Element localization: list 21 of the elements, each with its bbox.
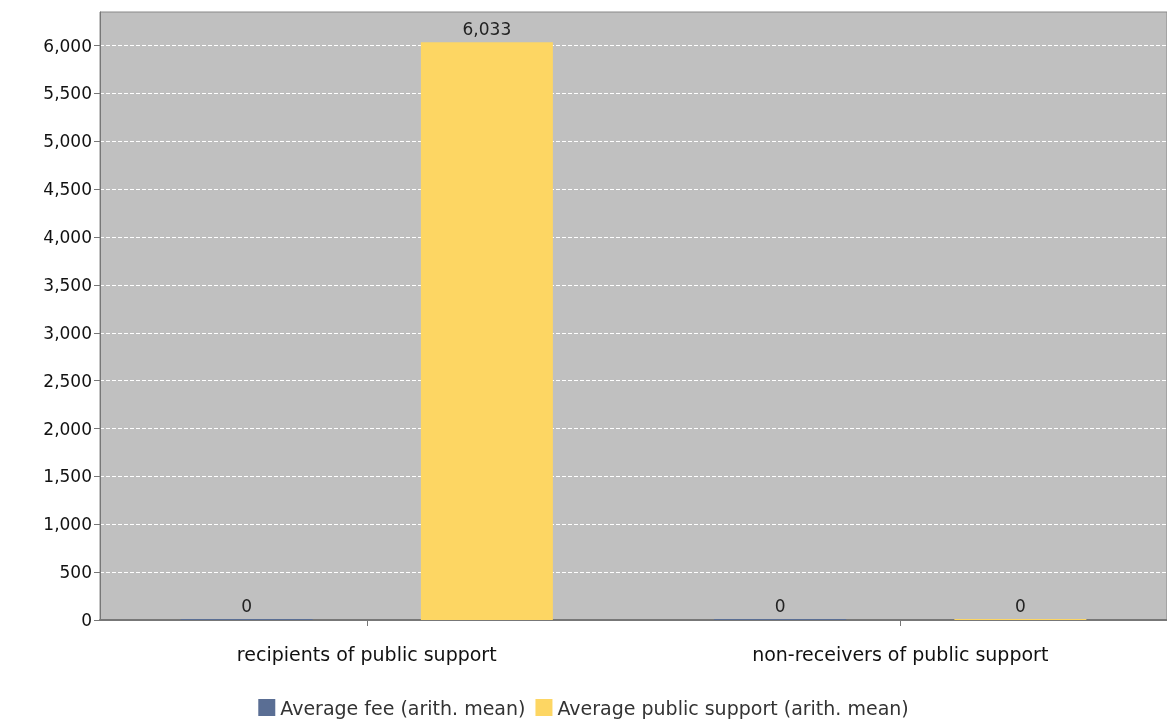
y-tick-label: 0 <box>81 610 92 630</box>
y-tick-label: 4,000 <box>43 227 92 248</box>
legend-label: Average public support (arith. mean) <box>557 696 909 719</box>
x-tick-label: recipients of public support <box>236 642 497 665</box>
y-tick-label: 500 <box>59 562 92 583</box>
y-tick-label: 2,000 <box>43 418 92 439</box>
data-label: 0 <box>241 595 253 616</box>
y-tick-label: 3,000 <box>43 322 92 343</box>
y-tick-label: 6,000 <box>43 35 92 56</box>
legend-label: Average fee (arith. mean) <box>280 696 526 719</box>
y-tick-label: 4,500 <box>43 179 92 200</box>
y-tick-label: 1,000 <box>43 514 92 535</box>
y-tick-label: 5,500 <box>43 83 92 104</box>
y-tick-label: 2,500 <box>43 370 92 391</box>
y-tick-label: 3,500 <box>43 274 92 295</box>
y-tick-label: 5,000 <box>43 131 92 152</box>
x-tick-label: non-receivers of public support <box>752 642 1049 665</box>
data-label: 6,033 <box>462 18 512 39</box>
data-label: 0 <box>774 595 786 616</box>
data-label: 0 <box>1014 595 1026 616</box>
y-tick-label: 1,500 <box>43 466 92 487</box>
